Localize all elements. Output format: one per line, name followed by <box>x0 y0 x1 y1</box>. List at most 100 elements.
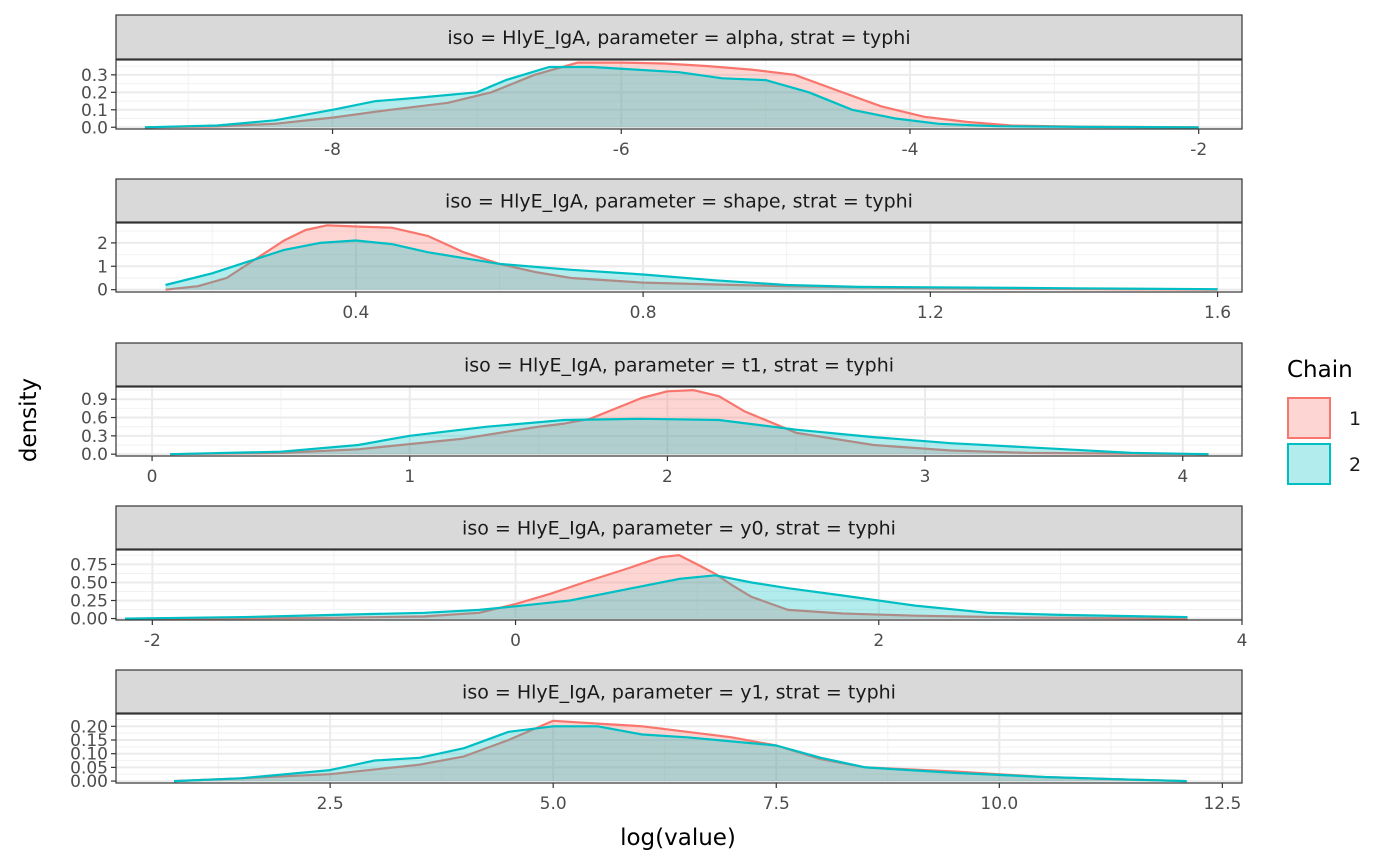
density-area-chain-1 <box>165 225 1218 290</box>
panels-layer: iso = HlyE_IgA, parameter = alpha, strat… <box>70 14 1248 814</box>
density-area-chain-2 <box>144 67 1199 128</box>
y-tick-label: 0 <box>97 281 108 301</box>
density-line-chain-2 <box>144 65 1199 129</box>
panel-strip-label: iso = HlyE_IgA, parameter = y1, strat = … <box>462 682 896 704</box>
density-area-chain-1 <box>144 62 1199 128</box>
x-tick-label: 3 <box>920 467 931 487</box>
y-tick-label: 0.20 <box>70 717 108 737</box>
panel-density-series <box>170 389 1209 456</box>
legend-keys: 12 <box>1287 397 1361 485</box>
x-tick-label: -2 <box>1190 140 1207 160</box>
legend-label-chain-1: 1 <box>1349 408 1361 430</box>
panel-5: iso = HlyE_IgA, parameter = y1, strat = … <box>70 669 1243 814</box>
panel-density-series <box>144 61 1199 129</box>
y-tick-label: 0.0 <box>81 445 108 465</box>
legend-key-chain-1 <box>1287 397 1331 439</box>
y-tick-label: 2 <box>97 234 108 254</box>
x-tick-label: 1 <box>404 467 415 487</box>
panel-grid <box>116 550 1242 620</box>
density-line-chain-1 <box>125 554 1188 620</box>
panel-1: iso = HlyE_IgA, parameter = alpha, strat… <box>81 14 1243 160</box>
panel-strip-label: iso = HlyE_IgA, parameter = t1, strat = … <box>464 355 894 377</box>
panel-strip-label: iso = HlyE_IgA, parameter = y0, strat = … <box>462 518 896 540</box>
x-tick-label: 12.5 <box>1203 794 1241 814</box>
x-tick-label: 0 <box>510 631 521 651</box>
density-area-chain-2 <box>170 418 1209 455</box>
density-line-chain-2 <box>173 725 1187 783</box>
y-axis-title: density <box>16 378 42 462</box>
x-tick-label: 2 <box>873 631 884 651</box>
panel-density-series <box>165 224 1218 291</box>
panel-border <box>115 59 1243 130</box>
panel-border <box>115 713 1243 784</box>
x-tick-label: 1.2 <box>917 303 944 323</box>
panel-2: iso = HlyE_IgA, parameter = shape, strat… <box>97 178 1243 323</box>
x-tick-label: -8 <box>324 140 341 160</box>
y-tick-label: 0.05 <box>70 758 108 778</box>
panel-plot-background <box>116 550 1242 620</box>
panel-density-series <box>125 554 1188 620</box>
panel-strip <box>115 669 1243 714</box>
x-tick-label: -2 <box>144 631 161 651</box>
x-tick-label: 4 <box>1237 631 1248 651</box>
density-line-chain-2 <box>170 417 1209 456</box>
legend: Chain 12 <box>1287 357 1361 485</box>
legend-label-chain-2: 2 <box>1349 454 1361 476</box>
x-tick-label: 2 <box>662 467 673 487</box>
x-tick-label: 0.8 <box>630 303 657 323</box>
y-tick-label: 0.50 <box>70 573 108 593</box>
panel-density-series <box>173 719 1187 783</box>
density-area-chain-1 <box>174 720 1187 782</box>
y-tick-label: 0.25 <box>70 592 108 612</box>
y-tick-label: 0.00 <box>70 610 108 630</box>
y-tick-label: 0.1 <box>81 101 108 121</box>
legend-title: Chain <box>1287 357 1353 383</box>
panel-strip-label: iso = HlyE_IgA, parameter = alpha, strat… <box>447 27 910 49</box>
x-tick-label: 5.0 <box>540 794 567 814</box>
density-line-chain-2 <box>165 239 1218 291</box>
panel-strip <box>115 178 1243 223</box>
panel-border <box>115 549 1243 621</box>
y-tick-label: 0.2 <box>81 83 108 103</box>
panel-border <box>115 222 1243 293</box>
x-tick-label: 0.4 <box>342 303 369 323</box>
density-area-chain-2 <box>174 726 1187 782</box>
panel-grid <box>116 714 1242 783</box>
legend-key-background <box>1287 397 1331 439</box>
x-tick-label: 7.5 <box>763 794 790 814</box>
x-tick-label: 0 <box>147 467 158 487</box>
y-tick-label: 0.3 <box>81 427 108 447</box>
x-tick-label: 10.0 <box>980 794 1018 814</box>
x-tick-label: 4 <box>1177 467 1188 487</box>
y-tick-label: 0.15 <box>70 731 108 751</box>
y-tick-label: 0.10 <box>70 745 108 765</box>
density-area-chain-1 <box>125 555 1188 619</box>
x-axis-title: log(value) <box>620 825 736 851</box>
panel-strip-label: iso = HlyE_IgA, parameter = shape, strat… <box>445 191 913 213</box>
y-tick-label: 0.9 <box>81 390 108 410</box>
x-tick-label: 1.6 <box>1204 303 1231 323</box>
y-tick-label: 0.75 <box>70 555 108 575</box>
panel-strip <box>115 342 1243 387</box>
y-tick-label: 1 <box>97 257 108 277</box>
density-area-chain-2 <box>125 575 1188 619</box>
panel-border <box>115 386 1243 457</box>
legend-key-background <box>1287 443 1331 485</box>
x-tick-label: -6 <box>613 140 630 160</box>
legend-key-chain-2 <box>1287 443 1331 485</box>
density-line-chain-1 <box>170 389 1209 456</box>
density-line-chain-1 <box>173 719 1187 783</box>
panel-strip <box>115 14 1243 60</box>
y-tick-label: 0.3 <box>81 66 108 86</box>
y-tick-label: 0.0 <box>81 118 108 138</box>
density-area-chain-1 <box>170 390 1209 455</box>
density-line-chain-2 <box>125 574 1188 620</box>
panel-3: iso = HlyE_IgA, parameter = t1, strat = … <box>81 342 1243 487</box>
x-tick-label: -4 <box>901 140 918 160</box>
panel-plot-background <box>116 223 1242 292</box>
y-tick-label: 0.00 <box>70 772 108 792</box>
x-tick-label: 2.5 <box>317 794 344 814</box>
panel-4: iso = HlyE_IgA, parameter = y0, strat = … <box>70 505 1248 651</box>
density-line-chain-1 <box>144 61 1199 129</box>
